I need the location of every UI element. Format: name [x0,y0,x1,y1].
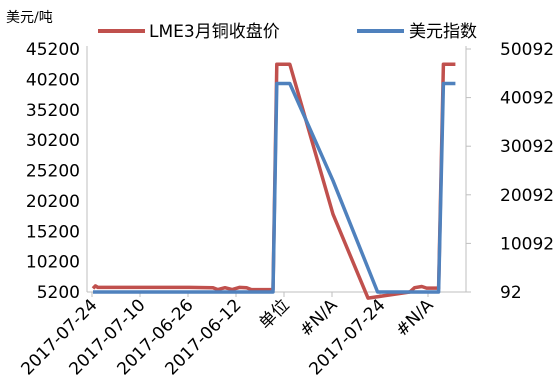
left-tick-label: 35200 [26,101,80,121]
left-tick-label: 20200 [26,192,80,212]
legend: LME3月铜收盘价 美元指数 [98,22,477,42]
series-layer [91,62,456,300]
x-tick-label: #N/A [296,295,342,341]
right-tick-label: 50092 [500,40,554,60]
left-tick-label: 40200 [26,70,80,90]
right-tick-label: 30092 [500,137,554,157]
left-tick-label: 5200 [37,283,80,303]
left-tick-label: 15200 [26,222,80,242]
left-axis-ticks: 5200 10200 15200 20200 25200 30200 35200 40200 4… [26,40,80,303]
right-tick-label: 40092 [500,89,554,109]
left-tick-label: 10200 [26,253,80,273]
x-tick-label: 单位 [255,295,293,333]
left-axis-unit: 美元/吨 [6,10,53,26]
left-tick-label: 45200 [26,40,80,60]
right-axis-ticks: 92 10092 20092 30092 40092 50092 [466,40,554,303]
series-line-usd-index [93,81,456,294]
legend-label-lme: LME3月铜收盘价 [149,22,280,42]
x-tick-label: #N/A [392,295,438,341]
right-tick-label: 10092 [500,234,554,254]
legend-label-usd-index: 美元指数 [409,22,477,42]
right-tick-label: 92 [500,283,522,303]
x-axis-ticks: 2017-07-242017-07-102017-06-262017-06-12… [18,292,438,379]
series-line-lme-copper [91,62,456,300]
right-tick-label: 20092 [500,186,554,206]
left-tick-label: 25200 [26,162,80,182]
left-tick-label: 30200 [26,131,80,151]
